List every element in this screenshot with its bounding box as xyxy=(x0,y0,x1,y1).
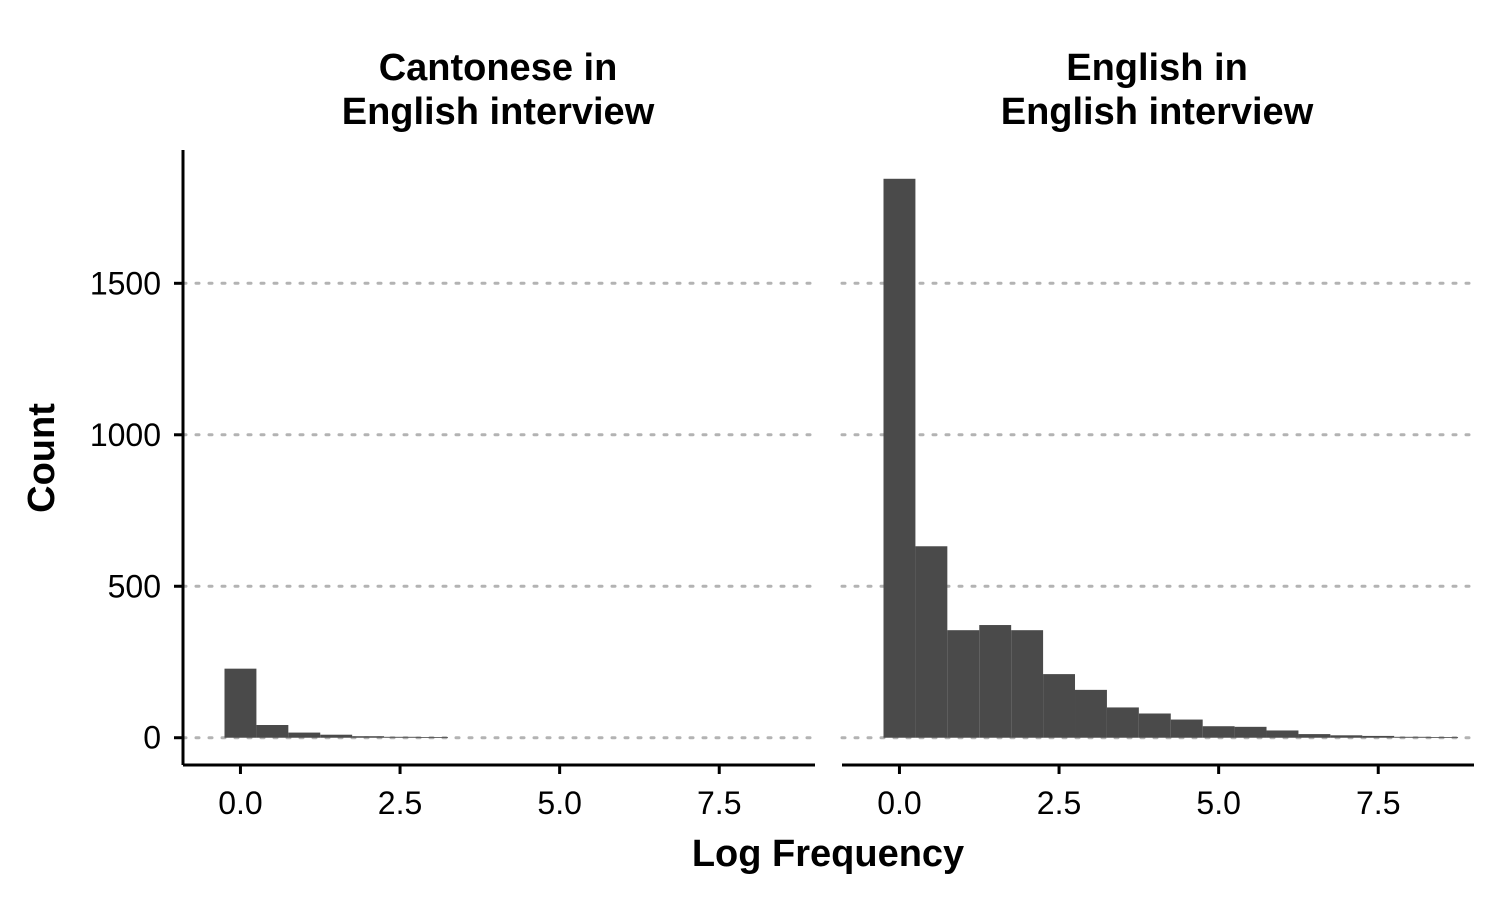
histogram-bar xyxy=(1298,734,1331,738)
panel-title-line-1: Cantonese in xyxy=(379,47,618,89)
histogram-bar xyxy=(1202,726,1235,738)
histogram-bar xyxy=(416,737,448,738)
y-axis-title: Count xyxy=(21,403,63,513)
histogram-bar xyxy=(883,178,916,738)
histogram-bar xyxy=(1043,674,1076,738)
histogram-bar xyxy=(915,546,948,738)
panel-title-line-1: English in xyxy=(1066,47,1248,89)
histogram-bar xyxy=(1170,719,1203,738)
x-tick-label: 7.5 xyxy=(697,785,741,821)
histogram-bar xyxy=(1426,737,1459,738)
panel-cantonese: Cantonese in English interview 0.0 2.5 5.0… xyxy=(90,47,817,821)
histogram-bar xyxy=(256,725,289,738)
histogram-bar xyxy=(1234,726,1267,738)
x-axis-title: Log Frequency xyxy=(692,833,964,875)
histogram-bar xyxy=(947,630,980,738)
histogram-bar xyxy=(1011,630,1044,738)
histogram-bar xyxy=(1075,689,1107,738)
y-tick-label: 1500 xyxy=(90,265,161,301)
x-tick-label: 5.0 xyxy=(537,785,581,821)
histogram-bar xyxy=(1106,707,1139,738)
histogram-bar xyxy=(1138,713,1171,738)
y-tick-label: 0 xyxy=(143,720,161,756)
histogram-bar xyxy=(384,736,417,738)
histogram-bar xyxy=(352,736,385,738)
y-tick-label: 500 xyxy=(108,568,161,604)
histogram-bar xyxy=(288,732,321,738)
panel-english: English in English interview 0.0 2.5 5.0 7.… xyxy=(840,47,1476,821)
histogram-bar xyxy=(1266,730,1299,738)
histogram-bar xyxy=(979,625,1012,738)
x-tick-label: 0.0 xyxy=(218,785,262,821)
histogram-bar xyxy=(1394,736,1427,738)
panel-title-line-2: English interview xyxy=(1001,91,1314,133)
x-tick-label: 0.0 xyxy=(877,785,921,821)
x-tick-label: 2.5 xyxy=(378,785,422,821)
x-tick-label: 7.5 xyxy=(1356,785,1400,821)
histogram-bar xyxy=(1362,735,1395,738)
panel-title-line-2: English interview xyxy=(342,91,655,133)
histogram-bar xyxy=(1330,735,1363,738)
histogram-bar xyxy=(224,668,257,738)
histogram-bar xyxy=(320,734,353,738)
x-tick-label: 5.0 xyxy=(1196,785,1240,821)
x-tick-label: 2.5 xyxy=(1037,785,1081,821)
y-tick-label: 1000 xyxy=(90,417,161,453)
